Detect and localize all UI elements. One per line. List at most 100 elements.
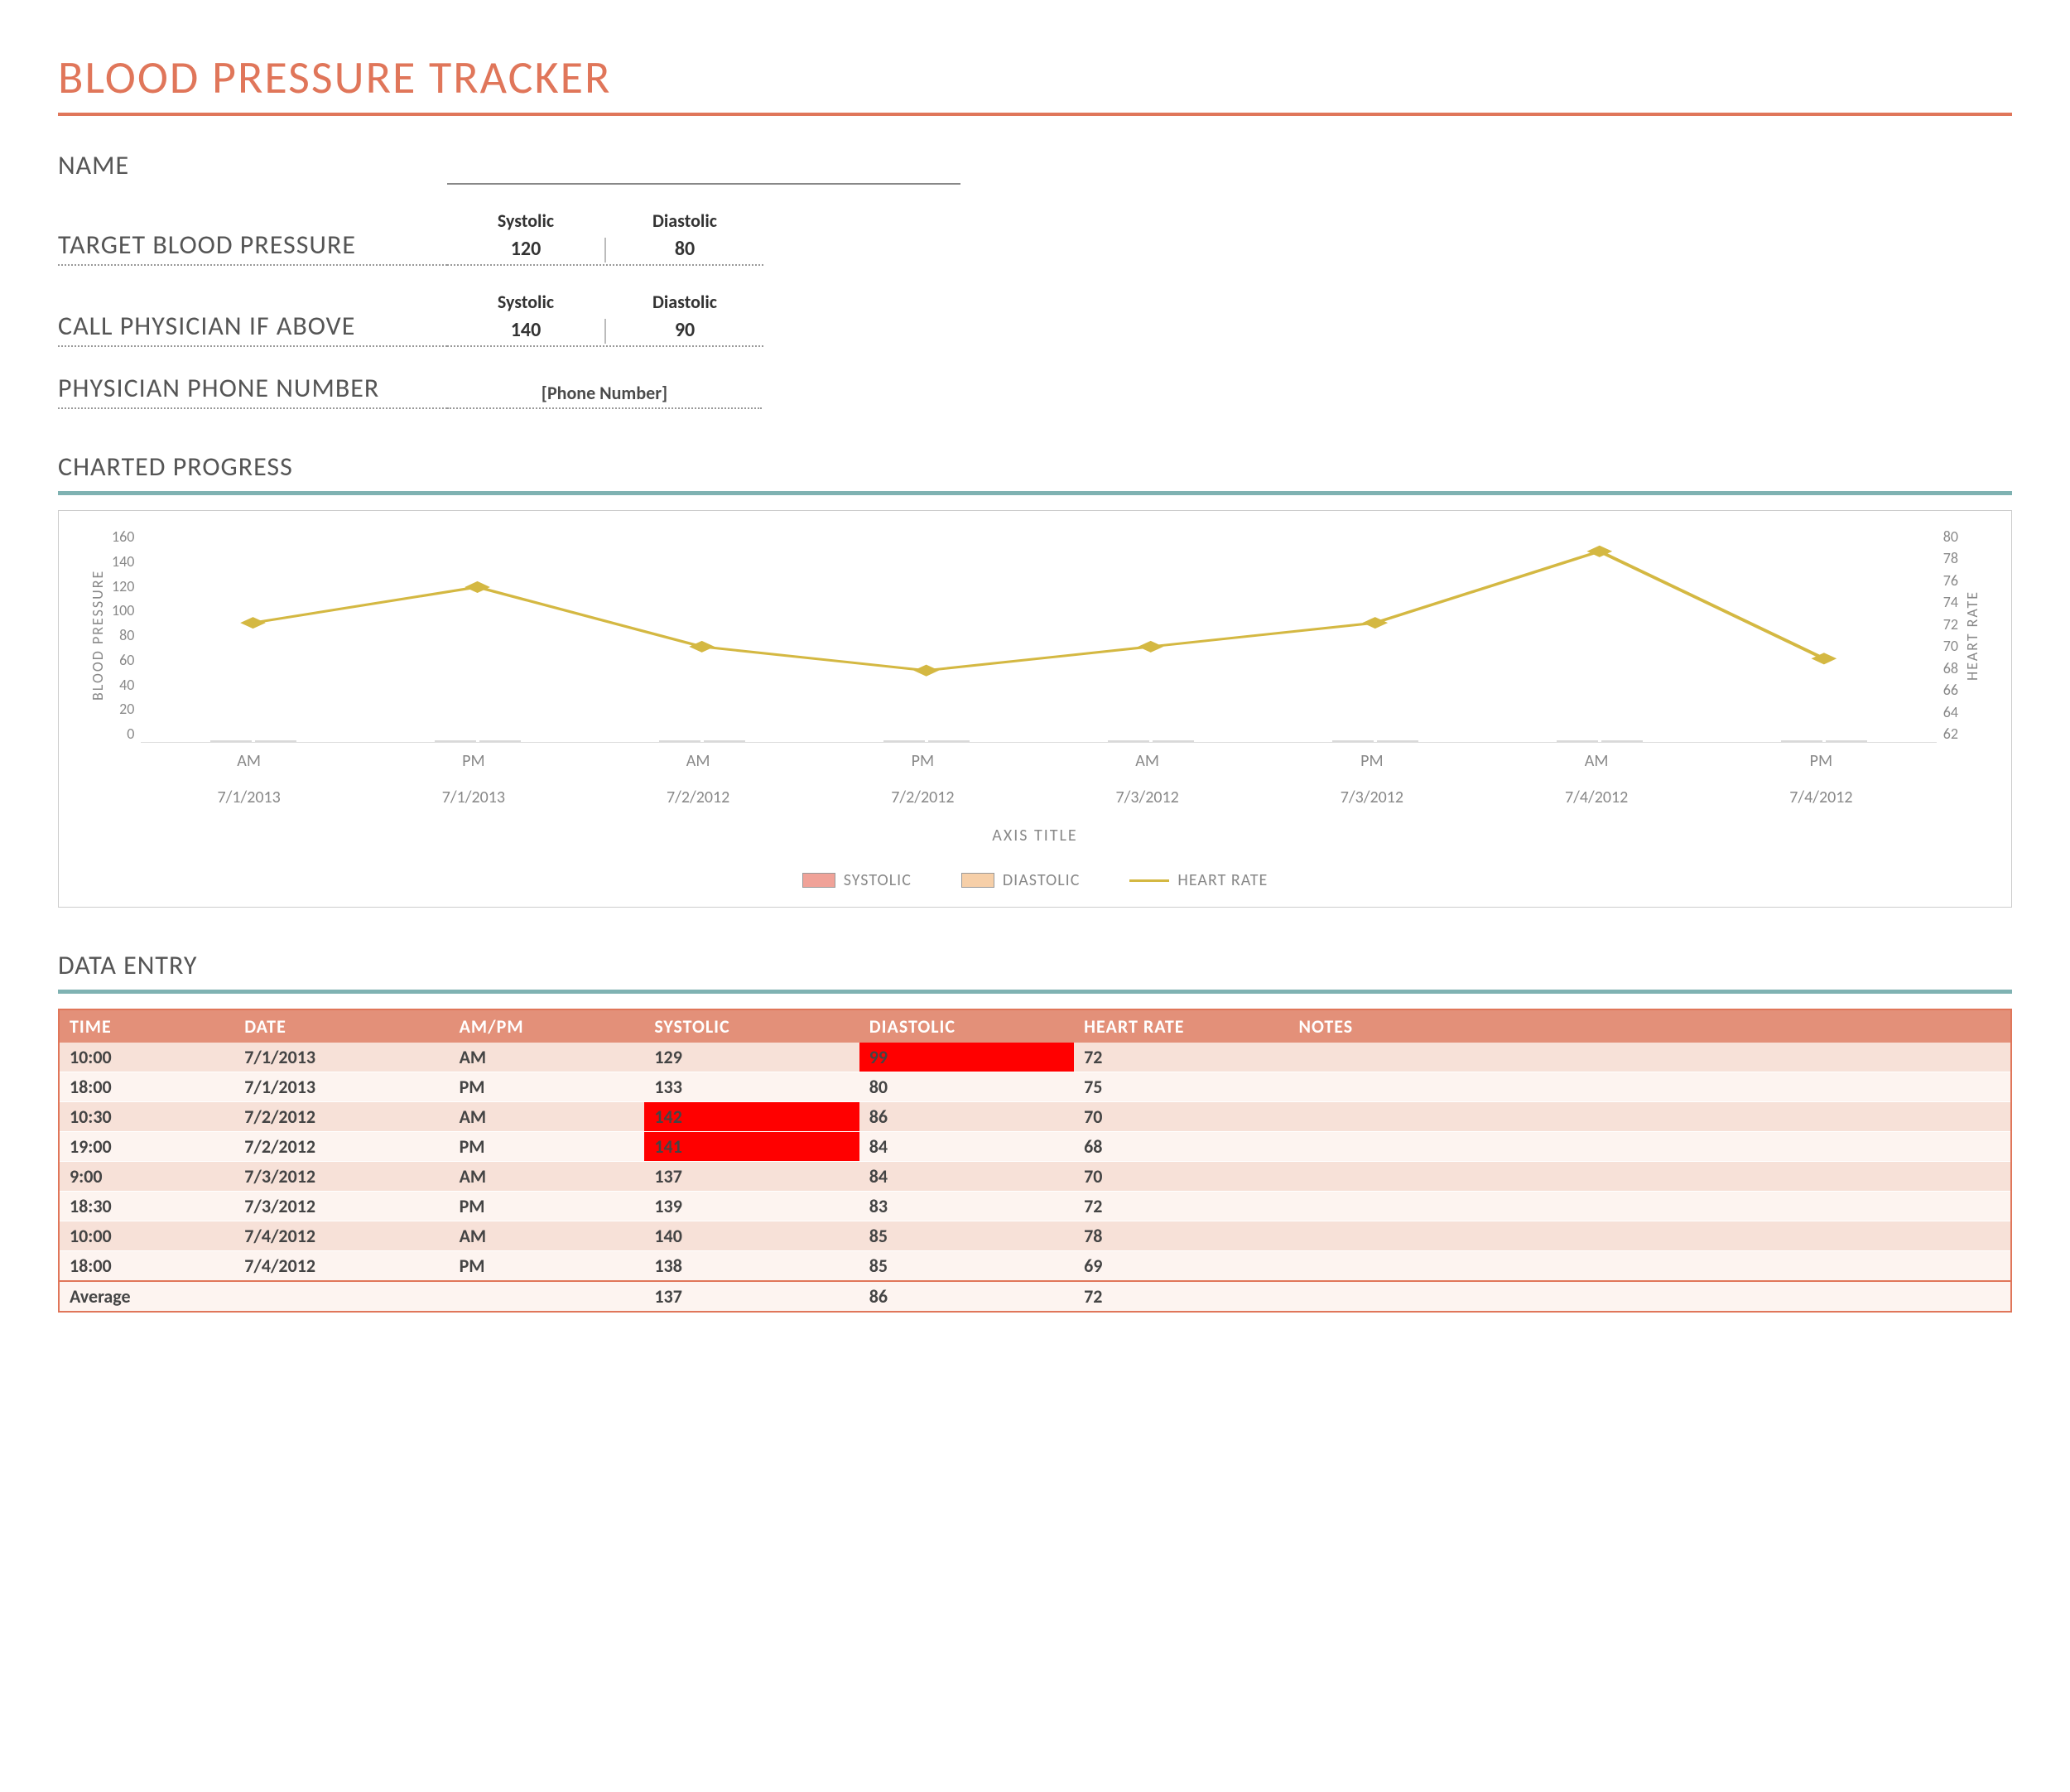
cell-notes[interactable]: [1289, 1251, 2011, 1282]
table-row[interactable]: 10:007/4/2012AM1408578: [59, 1221, 2011, 1251]
cell-hr[interactable]: 68: [1074, 1132, 1288, 1162]
table-row[interactable]: 19:007/2/2012PM1418468: [59, 1132, 2011, 1162]
cell-dia[interactable]: 83: [859, 1192, 1074, 1221]
cell-time[interactable]: 9:00: [59, 1162, 234, 1192]
call-diastolic-value[interactable]: 90: [606, 318, 763, 347]
chart-container: BLOOD PRESSURE 160140120100806040200 807…: [58, 510, 2012, 908]
x-ampm-label: AM: [1076, 751, 1220, 771]
cell-date[interactable]: 7/1/2013: [234, 1043, 449, 1072]
cell-date[interactable]: 7/4/2012: [234, 1251, 449, 1282]
data-heading: DATA ENTRY: [58, 949, 2012, 981]
cell-ampm[interactable]: AM: [450, 1043, 645, 1072]
cell-sys[interactable]: 129: [644, 1043, 859, 1072]
cell-dia[interactable]: 84: [859, 1162, 1074, 1192]
table-header: TIMEDATEAM/PMSYSTOLICDIASTOLICHEART RATE…: [59, 1009, 2011, 1043]
hr-tick: 80: [1943, 527, 1958, 546]
cell-date[interactable]: 7/1/2013: [234, 1072, 449, 1102]
name-input-line[interactable]: [447, 157, 960, 185]
hr-axis-label: HEART RATE: [1958, 527, 1986, 743]
cell-time[interactable]: 19:00: [59, 1132, 234, 1162]
plot-area: [141, 527, 1936, 743]
x-date-label: 7/4/2012: [1524, 788, 1668, 807]
legend-systolic: SYSTOLIC: [802, 870, 912, 890]
column-header: AM/PM: [450, 1009, 645, 1043]
table-row[interactable]: 9:007/3/2012AM1378470: [59, 1162, 2011, 1192]
hr-tick: 68: [1943, 659, 1958, 677]
cell-hr[interactable]: 70: [1074, 1102, 1288, 1132]
call-row: CALL PHYSICIAN IF ABOVE Systolic 140 Dia…: [58, 291, 2012, 347]
cell-notes[interactable]: [1289, 1102, 2011, 1132]
cell-ampm[interactable]: AM: [450, 1102, 645, 1132]
call-label: CALL PHYSICIAN IF ABOVE: [58, 310, 447, 347]
cell-date[interactable]: 7/3/2012: [234, 1162, 449, 1192]
page-title: BLOOD PRESSURE TRACKER: [58, 50, 2012, 106]
x-date-label: 7/4/2012: [1750, 788, 1894, 807]
cell-ampm[interactable]: PM: [450, 1132, 645, 1162]
cell-notes[interactable]: [1289, 1132, 2011, 1162]
cell-dia[interactable]: 85: [859, 1221, 1074, 1251]
footer-dia: 86: [859, 1281, 1074, 1312]
cell-hr[interactable]: 72: [1074, 1043, 1288, 1072]
cell-hr[interactable]: 72: [1074, 1192, 1288, 1221]
cell-sys[interactable]: 137: [644, 1162, 859, 1192]
cell-dia[interactable]: 86: [859, 1102, 1074, 1132]
cell-sys[interactable]: 138: [644, 1251, 859, 1282]
cell-sys[interactable]: 141: [644, 1132, 859, 1162]
cell-hr[interactable]: 70: [1074, 1162, 1288, 1192]
diastolic-swatch: [961, 873, 994, 888]
cell-dia[interactable]: 99: [859, 1043, 1074, 1072]
x-ampm-label: PM: [851, 751, 995, 771]
cell-dia[interactable]: 84: [859, 1132, 1074, 1162]
hr-tick: 74: [1943, 593, 1958, 611]
call-values: Systolic 140 Diastolic 90: [447, 291, 763, 347]
target-systolic-value[interactable]: 120: [447, 237, 604, 266]
cell-ampm[interactable]: PM: [450, 1072, 645, 1102]
x-ampm-label: AM: [1524, 751, 1668, 771]
cell-sys[interactable]: 139: [644, 1192, 859, 1221]
cell-hr[interactable]: 75: [1074, 1072, 1288, 1102]
table-row[interactable]: 10:307/2/2012AM1428670: [59, 1102, 2011, 1132]
cell-date[interactable]: 7/2/2012: [234, 1102, 449, 1132]
name-row: NAME: [58, 149, 2012, 185]
cell-dia[interactable]: 80: [859, 1072, 1074, 1102]
cell-time[interactable]: 10:00: [59, 1043, 234, 1072]
cell-dia[interactable]: 85: [859, 1251, 1074, 1282]
cell-time[interactable]: 10:30: [59, 1102, 234, 1132]
target-diastolic-value[interactable]: 80: [606, 237, 763, 266]
cell-time[interactable]: 18:30: [59, 1192, 234, 1221]
hr-tick: 72: [1943, 615, 1958, 633]
footer-blank: [234, 1281, 449, 1312]
cell-ampm[interactable]: AM: [450, 1221, 645, 1251]
call-systolic-value[interactable]: 140: [447, 318, 604, 347]
column-header: HEART RATE: [1074, 1009, 1288, 1043]
target-row: TARGET BLOOD PRESSURE Systolic 120 Diast…: [58, 210, 2012, 266]
table-row[interactable]: 10:007/1/2013AM1299972: [59, 1043, 2011, 1072]
cell-notes[interactable]: [1289, 1162, 2011, 1192]
cell-hr[interactable]: 69: [1074, 1251, 1288, 1282]
cell-time[interactable]: 18:00: [59, 1251, 234, 1282]
cell-date[interactable]: 7/4/2012: [234, 1221, 449, 1251]
cell-date[interactable]: 7/2/2012: [234, 1132, 449, 1162]
cell-ampm[interactable]: PM: [450, 1192, 645, 1221]
cell-notes[interactable]: [1289, 1072, 2011, 1102]
hr-tick: 76: [1943, 571, 1958, 590]
x-ampm-label: PM: [402, 751, 546, 771]
cell-time[interactable]: 10:00: [59, 1221, 234, 1251]
cell-date[interactable]: 7/3/2012: [234, 1192, 449, 1221]
cell-ampm[interactable]: AM: [450, 1162, 645, 1192]
cell-notes[interactable]: [1289, 1192, 2011, 1221]
phone-value[interactable]: [Phone Number]: [447, 382, 762, 409]
cell-sys[interactable]: 142: [644, 1102, 859, 1132]
x-date-labels: 7/1/20137/1/20137/2/20127/2/20127/3/2012…: [137, 788, 1933, 807]
table-row[interactable]: 18:307/3/2012PM1398372: [59, 1192, 2011, 1221]
cell-sys[interactable]: 140: [644, 1221, 859, 1251]
cell-notes[interactable]: [1289, 1221, 2011, 1251]
table-row[interactable]: 18:007/1/2013PM1338075: [59, 1072, 2011, 1102]
x-ampm-label: PM: [1300, 751, 1444, 771]
cell-sys[interactable]: 133: [644, 1072, 859, 1102]
table-row[interactable]: 18:007/4/2012PM1388569: [59, 1251, 2011, 1282]
cell-ampm[interactable]: PM: [450, 1251, 645, 1282]
cell-notes[interactable]: [1289, 1043, 2011, 1072]
cell-time[interactable]: 18:00: [59, 1072, 234, 1102]
cell-hr[interactable]: 78: [1074, 1221, 1288, 1251]
